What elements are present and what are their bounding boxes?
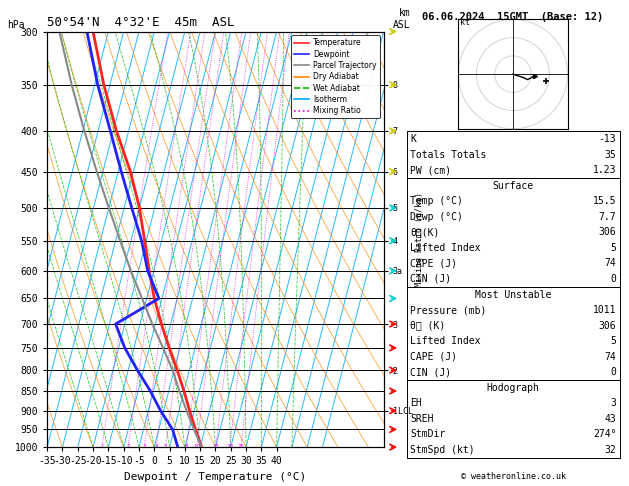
Text: 306: 306 xyxy=(599,321,616,330)
Text: Dewp (°C): Dewp (°C) xyxy=(410,212,463,222)
Text: 306: 306 xyxy=(599,227,616,237)
X-axis label: Dewpoint / Temperature (°C): Dewpoint / Temperature (°C) xyxy=(125,472,306,482)
Text: Surface: Surface xyxy=(493,181,534,191)
Text: 1.23: 1.23 xyxy=(593,165,616,175)
Text: 1011: 1011 xyxy=(593,305,616,315)
Text: Lifted Index: Lifted Index xyxy=(410,243,481,253)
Text: EH: EH xyxy=(410,399,422,408)
Text: θᴇ (K): θᴇ (K) xyxy=(410,321,445,330)
Text: 06.06.2024  15GMT  (Base: 12): 06.06.2024 15GMT (Base: 12) xyxy=(422,12,603,22)
Text: CAPE (J): CAPE (J) xyxy=(410,352,457,362)
Text: 8: 8 xyxy=(185,444,188,449)
Text: 5: 5 xyxy=(611,336,616,346)
Text: Temp (°C): Temp (°C) xyxy=(410,196,463,206)
Text: CAPE (J): CAPE (J) xyxy=(410,259,457,268)
Text: 15: 15 xyxy=(213,444,220,449)
Text: StmSpd (kt): StmSpd (kt) xyxy=(410,445,475,455)
Text: 1: 1 xyxy=(100,444,104,449)
Text: 15.5: 15.5 xyxy=(593,196,616,206)
Text: Hodograph: Hodograph xyxy=(487,383,540,393)
Text: 25: 25 xyxy=(238,444,245,449)
Text: Most Unstable: Most Unstable xyxy=(475,290,552,299)
Text: 5: 5 xyxy=(164,444,167,449)
Text: Totals Totals: Totals Totals xyxy=(410,150,486,159)
Text: StmDir: StmDir xyxy=(410,430,445,439)
Y-axis label: Mixing Ratio (g/kg): Mixing Ratio (g/kg) xyxy=(416,192,425,287)
Text: Lifted Index: Lifted Index xyxy=(410,336,481,346)
Text: hPa: hPa xyxy=(7,19,25,30)
Text: 3: 3 xyxy=(611,399,616,408)
Text: Pressure (mb): Pressure (mb) xyxy=(410,305,486,315)
Text: -13: -13 xyxy=(599,134,616,144)
Text: 274°: 274° xyxy=(593,430,616,439)
Text: 3: 3 xyxy=(142,444,146,449)
Text: 10: 10 xyxy=(193,444,200,449)
Text: 0: 0 xyxy=(611,274,616,284)
Text: 7.7: 7.7 xyxy=(599,212,616,222)
Text: 20: 20 xyxy=(226,444,233,449)
Text: 2: 2 xyxy=(126,444,130,449)
Text: 50°54'N  4°32'E  45m  ASL: 50°54'N 4°32'E 45m ASL xyxy=(47,16,235,29)
Text: 74: 74 xyxy=(604,352,616,362)
Text: 32: 32 xyxy=(604,445,616,455)
Text: © weatheronline.co.uk: © weatheronline.co.uk xyxy=(461,472,565,481)
Text: kt: kt xyxy=(460,18,470,27)
Text: K: K xyxy=(410,134,416,144)
Text: 43: 43 xyxy=(604,414,616,424)
Text: 35: 35 xyxy=(604,150,616,159)
Text: km
ASL: km ASL xyxy=(393,8,411,30)
Text: 0: 0 xyxy=(611,367,616,377)
Legend: Temperature, Dewpoint, Parcel Trajectory, Dry Adiabat, Wet Adiabat, Isotherm, Mi: Temperature, Dewpoint, Parcel Trajectory… xyxy=(291,35,380,118)
Text: SREH: SREH xyxy=(410,414,433,424)
Text: θᴇ(K): θᴇ(K) xyxy=(410,227,440,237)
Text: 74: 74 xyxy=(604,259,616,268)
Text: 5: 5 xyxy=(611,243,616,253)
Text: 4: 4 xyxy=(154,444,158,449)
Text: CIN (J): CIN (J) xyxy=(410,367,451,377)
Text: CIN (J): CIN (J) xyxy=(410,274,451,284)
Text: PW (cm): PW (cm) xyxy=(410,165,451,175)
